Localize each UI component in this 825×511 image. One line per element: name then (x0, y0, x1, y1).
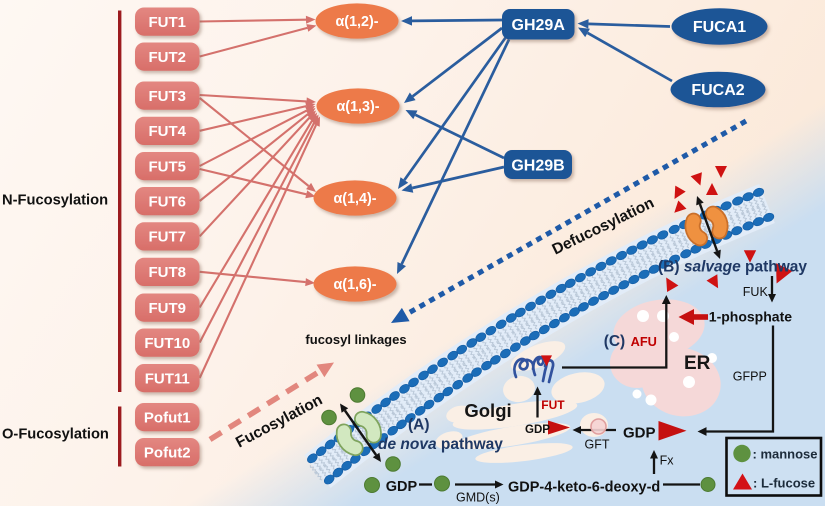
svg-text:Fx: Fx (660, 454, 675, 468)
svg-text:α(1,4)-: α(1,4)- (334, 191, 377, 207)
svg-text:GH29A: GH29A (512, 17, 566, 34)
svg-text:FUCA1: FUCA1 (693, 19, 746, 36)
svg-text:GDP: GDP (386, 479, 418, 495)
svg-text:Pofut2: Pofut2 (144, 444, 191, 461)
svg-text:FUT9: FUT9 (149, 300, 187, 317)
svg-text:: L-fucose: : L-fucose (753, 476, 815, 491)
svg-text:FUT: FUT (541, 398, 565, 412)
svg-text:(B) salvage pathway: (B) salvage pathway (658, 259, 807, 276)
svg-text:FUT6: FUT6 (149, 193, 187, 210)
svg-text:GMD(s): GMD(s) (456, 491, 500, 505)
svg-text:FUT3: FUT3 (149, 88, 187, 105)
svg-text:FUT8: FUT8 (149, 264, 187, 281)
svg-text:FUT4: FUT4 (149, 123, 187, 140)
svg-text:: mannose: : mannose (753, 447, 818, 462)
svg-text:Pofut1: Pofut1 (144, 409, 191, 426)
svg-text:FUCA2: FUCA2 (691, 82, 744, 99)
svg-text:FUK: FUK (743, 285, 769, 299)
svg-text:FUT2: FUT2 (149, 49, 187, 66)
svg-text:FUT5: FUT5 (149, 158, 187, 175)
svg-text:O-Fucosylation: O-Fucosylation (2, 427, 109, 443)
svg-text:GDP: GDP (623, 425, 656, 442)
svg-text:α(1,6)-: α(1,6)- (334, 277, 377, 293)
svg-text:α(1,3)-: α(1,3)- (337, 99, 380, 115)
svg-text:GDP-4-keto-6-deoxy-d: GDP-4-keto-6-deoxy-d (508, 480, 660, 496)
svg-text:FUT1: FUT1 (149, 14, 187, 31)
svg-text:N-Fucosylation: N-Fucosylation (2, 193, 108, 209)
svg-text:GFPP: GFPP (733, 370, 767, 384)
svg-text:AFU: AFU (631, 334, 657, 349)
svg-text:Golgi: Golgi (464, 400, 511, 421)
svg-text:(A): (A) (408, 417, 430, 434)
svg-text:ER: ER (684, 353, 711, 374)
svg-text:(C): (C) (604, 333, 626, 350)
svg-text:GH29B: GH29B (511, 158, 564, 175)
svg-text:fucosyl linkages: fucosyl linkages (305, 332, 406, 347)
svg-text:α(1,2)-: α(1,2)- (336, 14, 379, 30)
svg-text:FUT7: FUT7 (149, 229, 187, 246)
svg-text:FUT11: FUT11 (145, 370, 190, 387)
svg-text:GDP: GDP (525, 424, 550, 436)
svg-text:de nova pathway: de nova pathway (378, 436, 503, 453)
svg-text:GFT: GFT (585, 438, 610, 452)
svg-text:1-phosphate: 1-phosphate (709, 309, 792, 325)
svg-text:FUT10: FUT10 (144, 335, 190, 352)
